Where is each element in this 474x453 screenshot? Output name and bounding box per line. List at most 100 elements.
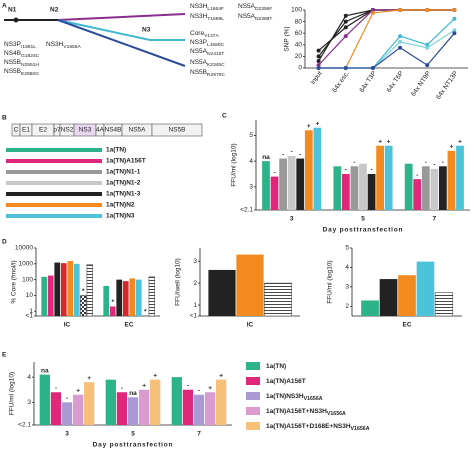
point — [452, 28, 457, 33]
bar — [80, 295, 87, 317]
significance-mark: - — [416, 172, 418, 179]
bar — [67, 261, 74, 316]
significance-mark: + — [458, 138, 462, 145]
point — [343, 34, 348, 39]
significance-mark: + — [219, 372, 223, 379]
panel-label: C — [222, 113, 227, 120]
bar — [333, 166, 342, 210]
bar — [47, 275, 54, 316]
y-tick-label: 0 — [298, 65, 302, 72]
significance-mark: - — [121, 385, 123, 392]
x-tick-label: 5 — [361, 216, 365, 223]
significance-mark: + — [142, 382, 146, 389]
point — [316, 63, 321, 68]
point — [343, 25, 348, 30]
y-axis-label: SNP (%) — [284, 26, 291, 51]
y-tick-label: <1 — [190, 313, 198, 320]
bar — [193, 394, 205, 425]
bar — [84, 382, 95, 425]
significance-mark: - — [291, 149, 293, 156]
segment-label: C — [14, 127, 19, 134]
point — [452, 8, 457, 12]
y-tick-label: <1 — [26, 313, 34, 320]
mutation-label-sub: L1580C — [207, 42, 225, 48]
bar — [204, 392, 216, 425]
bar — [148, 276, 155, 317]
point — [370, 10, 375, 15]
bar — [109, 306, 116, 316]
legend-label: 1a(TN)A156T — [266, 378, 306, 385]
x-tick-label: 64x T6P — [386, 70, 406, 94]
significance-mark: - — [299, 151, 301, 158]
legend-label: 1a(TN)NS3HV1656A — [266, 393, 323, 403]
bar — [73, 263, 80, 316]
legend-label-main: 1a(TN)A156T+NS3H — [266, 408, 327, 415]
bar — [439, 166, 447, 210]
bar — [456, 145, 464, 210]
y-tick-label: 100 — [22, 276, 33, 283]
point — [425, 8, 430, 12]
panel-label: A — [2, 3, 7, 10]
node-label: N1 — [8, 7, 17, 14]
bar — [367, 174, 376, 210]
point — [316, 66, 321, 70]
y-tick-label: 4 — [345, 264, 349, 271]
legend-swatch — [246, 422, 260, 430]
bar — [103, 285, 110, 316]
y-tick-label: 1000 — [19, 261, 34, 268]
construct-line — [6, 170, 102, 174]
significance-mark: - — [55, 385, 57, 392]
y-tick-label: <2.1 — [240, 207, 253, 214]
y-tick-label: 3 — [27, 399, 31, 406]
significance-mark: + — [378, 138, 382, 145]
significance-mark: - — [66, 395, 68, 402]
significance-mark: - — [345, 167, 347, 174]
point — [316, 59, 321, 64]
y-tick-label: 100 — [291, 7, 302, 14]
bar — [41, 276, 48, 316]
genome-segment — [151, 123, 203, 137]
segment-label: NS5B — [169, 127, 186, 134]
panel-label: D — [2, 239, 7, 246]
bar — [421, 166, 430, 210]
construct-line — [6, 148, 102, 152]
y-axis-label: FFU/ml (log10) — [9, 372, 16, 415]
x-tick-label: EC — [402, 322, 411, 329]
point — [425, 63, 430, 68]
mutation-label-main: NS5A — [190, 48, 208, 55]
mutation-label-sub: R2970C — [207, 72, 225, 78]
significance-mark: - — [187, 382, 189, 389]
mutation-label-sub: N2551H — [21, 62, 39, 68]
mutation-label: NS5AN2388T — [238, 13, 272, 22]
y-tick-label: 10 — [26, 292, 34, 299]
mutation-label: NS5AK2345C — [190, 59, 225, 68]
bar — [430, 168, 439, 210]
bar — [129, 278, 136, 316]
significance-mark: + — [387, 138, 391, 145]
bar — [296, 158, 305, 210]
x-axis-label: Day posttransfection — [323, 227, 404, 234]
bar — [342, 174, 350, 210]
significance-mark: * — [111, 299, 114, 306]
mutation-label-sub: L1664F — [207, 6, 224, 12]
mutation-label-main: NS5A — [190, 59, 208, 66]
x-tick-label: IC — [247, 322, 254, 329]
segment-label: E1 — [22, 127, 30, 134]
bar — [105, 379, 116, 425]
series-line — [318, 32, 455, 69]
mutation-label-sub: I1581L — [21, 44, 36, 50]
significance-mark: - — [370, 167, 372, 174]
legend-label: 1a(TN)A156T+D168E+NS3HV1656A — [266, 423, 370, 433]
bar — [264, 282, 292, 317]
significance-mark: + — [450, 144, 454, 151]
y-tick-label: 60 — [295, 30, 303, 37]
y-tick-label: 3 — [249, 184, 253, 191]
mutation-label: NS3HL1664F — [190, 3, 224, 12]
significance-mark: + — [315, 120, 319, 127]
significance-mark: na — [262, 154, 270, 161]
significance-mark: - — [433, 162, 435, 169]
segment-label: 4A — [96, 127, 105, 134]
point — [343, 19, 348, 24]
point — [452, 16, 457, 21]
